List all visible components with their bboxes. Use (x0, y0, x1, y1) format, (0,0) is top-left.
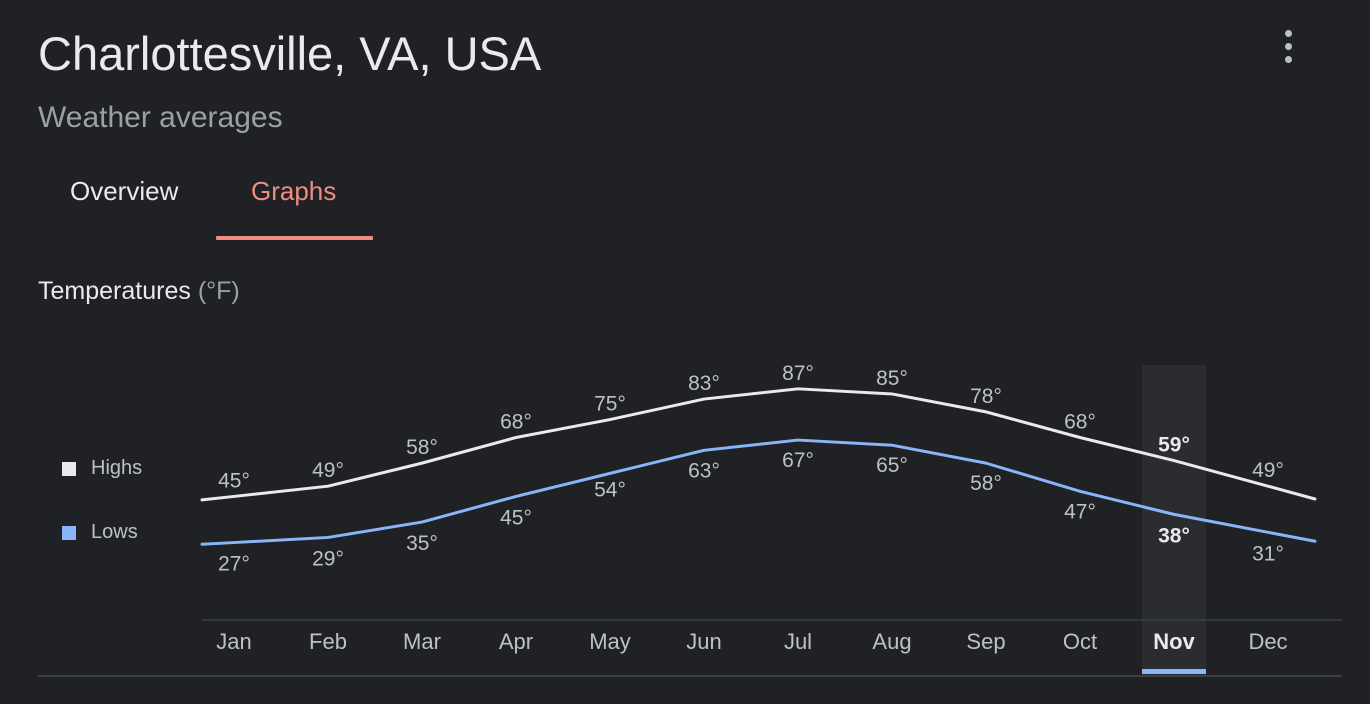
tab-selected-indicator (216, 236, 373, 240)
month-label[interactable]: Dec (1248, 629, 1287, 654)
data-label-highs: 45° (218, 469, 250, 492)
data-label-lows: 27° (218, 553, 250, 576)
data-label-highs: 78° (970, 385, 1002, 408)
data-label-lows: 47° (1064, 500, 1096, 523)
legend-highs: Highs (62, 457, 142, 480)
tab-overview[interactable]: Overview (70, 176, 179, 206)
month-label[interactable]: May (589, 629, 631, 654)
more-vert-icon (1284, 29, 1292, 37)
data-label-lows: 54° (594, 478, 626, 501)
data-label-highs: 68° (500, 411, 532, 434)
data-label-highs: 87° (782, 362, 814, 385)
legend-lows-label: Lows (91, 521, 138, 543)
month-label[interactable]: Sep (966, 629, 1005, 654)
bottom-divider (38, 675, 1342, 677)
month-label[interactable]: Oct (1063, 629, 1097, 654)
page-subtitle: Weather averages (38, 101, 283, 134)
data-label-lows: 35° (406, 532, 438, 555)
tab-graphs[interactable]: Graphs (251, 176, 337, 206)
month-label[interactable]: Nov (1153, 629, 1195, 654)
section-title: Temperatures (°F) (38, 277, 240, 306)
month-label[interactable]: Jun (686, 629, 721, 654)
legend-lows: Lows (62, 521, 138, 544)
data-label-highs: 68° (1064, 411, 1096, 434)
data-label-lows: 38° (1158, 524, 1190, 547)
selected-month-indicator (1142, 669, 1206, 674)
legend-highs-label: Highs (91, 457, 143, 479)
lows-swatch (62, 525, 76, 540)
section-title-text: Temperatures (38, 277, 191, 305)
data-label-lows: 63° (688, 459, 720, 482)
series-line-highs (200, 387, 1317, 502)
data-label-lows: 58° (970, 472, 1002, 495)
series-line-lows (200, 438, 1317, 546)
month-label[interactable]: Jan (216, 629, 251, 654)
month-label[interactable]: Feb (309, 629, 347, 654)
month-label[interactable]: Mar (403, 629, 441, 654)
more-options-button[interactable] (1272, 26, 1304, 66)
highs-swatch (62, 461, 76, 476)
data-label-highs: 49° (1252, 459, 1284, 482)
section-title-unit: (°F) (197, 277, 240, 305)
month-label[interactable]: Jul (784, 629, 812, 654)
data-label-lows: 29° (312, 547, 344, 570)
page-title: Charlottesville, VA, USA (38, 27, 542, 80)
data-label-lows: 67° (782, 449, 814, 472)
data-label-highs: 75° (594, 393, 626, 416)
month-label[interactable]: Aug (872, 629, 911, 654)
data-label-highs: 83° (688, 372, 720, 395)
selected-month-highlight (1142, 365, 1206, 675)
data-label-lows: 31° (1252, 542, 1284, 565)
data-label-lows: 65° (876, 454, 908, 477)
data-label-highs: 85° (876, 367, 908, 390)
data-label-highs: 59° (1158, 434, 1190, 457)
data-label-highs: 49° (312, 459, 344, 482)
month-label[interactable]: Apr (499, 629, 533, 654)
data-label-lows: 45° (500, 506, 532, 529)
data-label-highs: 58° (406, 436, 438, 459)
